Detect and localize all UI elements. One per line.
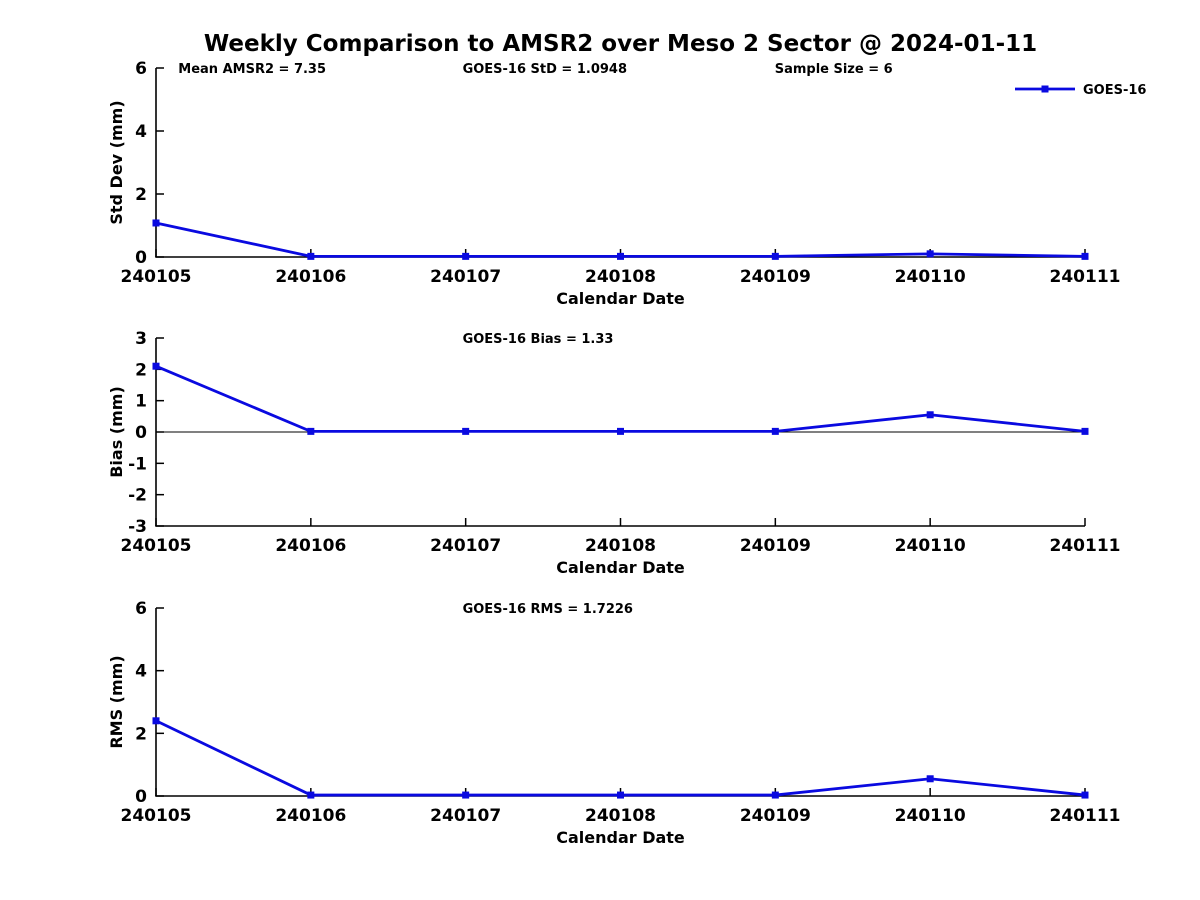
data-point-marker: [1081, 252, 1089, 260]
y-tick-label: 6: [135, 59, 147, 79]
x-tick-label: 240110: [895, 806, 966, 826]
data-point-marker: [307, 252, 315, 260]
x-axis-label: Calendar Date: [556, 828, 685, 847]
y-tick-label: 2: [135, 185, 147, 205]
x-tick-label: 240109: [740, 806, 811, 826]
page-title: Weekly Comparison to AMSR2 over Meso 2 S…: [203, 31, 1038, 57]
x-axis-label: Calendar Date: [556, 558, 685, 577]
legend-label: GOES-16: [1083, 83, 1146, 98]
data-point-marker: [771, 427, 779, 435]
y-tick-label: 0: [135, 787, 147, 807]
y-tick-label: 4: [135, 122, 147, 142]
data-point-marker: [771, 791, 779, 799]
x-tick-label: 240107: [430, 806, 501, 826]
chart-bias: -3 -2 -1 0 1 2 3 240105 240106 240107 240108 240109…: [107, 329, 1120, 577]
annotation: GOES-16 StD = 1.0948: [463, 62, 627, 77]
data-point-marker: [462, 791, 470, 799]
x-tick-label: 240105: [121, 267, 192, 287]
x-tick-label: 240105: [121, 806, 192, 826]
x-tick-label: 240106: [275, 536, 346, 556]
y-axis-label: Std Dev (mm): [107, 100, 126, 224]
x-tick-label: 240109: [740, 267, 811, 287]
legend-marker: [1041, 85, 1049, 93]
data-point-marker: [617, 427, 624, 435]
data-point-marker: [152, 219, 160, 227]
x-tick-label: 240109: [740, 536, 811, 556]
annotation: Sample Size = 6: [775, 62, 893, 77]
y-tick-label: -3: [128, 517, 147, 537]
x-tick-label: 240105: [121, 536, 192, 556]
x-tick-label: 240106: [275, 267, 346, 287]
y-tick-label: 4: [135, 662, 147, 682]
x-tick-label: 240111: [1050, 536, 1121, 556]
y-tick-label: 3: [135, 329, 147, 349]
data-point-marker: [617, 252, 624, 260]
x-tick-label: 240111: [1050, 267, 1121, 287]
y-tick-label: 1: [135, 392, 147, 412]
y-axis-label: Bias (mm): [107, 386, 126, 478]
data-point-marker: [1081, 791, 1089, 799]
y-axis-label: RMS (mm): [107, 655, 126, 748]
data-point-marker: [1081, 427, 1089, 435]
y-tick-label: 2: [135, 360, 147, 380]
y-tick-label: 0: [135, 423, 147, 443]
annotation: Mean AMSR2 = 7.35: [178, 62, 326, 77]
x-tick-label: 240107: [430, 536, 501, 556]
y-tick-label: 0: [135, 248, 147, 268]
data-line: [155, 364, 1086, 433]
y-tick-label: -2: [128, 486, 147, 506]
data-point-marker: [926, 250, 934, 258]
legend: GOES-16: [1015, 83, 1146, 98]
x-axis-label: Calendar Date: [556, 289, 685, 308]
x-tick-label: 240106: [275, 806, 346, 826]
data-point-marker: [462, 252, 470, 260]
data-point-marker: [307, 427, 315, 435]
annotation: GOES-16 Bias = 1.33: [463, 332, 614, 347]
data-point-marker: [926, 775, 934, 783]
data-point-marker: [152, 362, 160, 370]
data-point-marker: [307, 791, 315, 799]
x-tick-label: 240107: [430, 267, 501, 287]
chart-rms: 0 2 4 6 240105 240106 240107 240108 240109 240110…: [107, 599, 1120, 847]
x-tick-label: 240110: [895, 536, 966, 556]
x-tick-label: 240111: [1050, 806, 1121, 826]
x-tick-label: 240108: [585, 267, 656, 287]
y-tick-label: 2: [135, 724, 147, 744]
x-tick-label: 240108: [585, 806, 656, 826]
x-tick-label: 240108: [585, 536, 656, 556]
annotation: GOES-16 RMS = 1.7226: [463, 602, 633, 617]
x-tick-label: 240110: [895, 267, 966, 287]
data-point-marker: [462, 427, 470, 435]
data-point-marker: [617, 791, 624, 799]
y-tick-label: 6: [135, 599, 147, 619]
data-point-marker: [771, 252, 779, 260]
data-point-marker: [926, 411, 934, 419]
data-point-marker: [152, 717, 160, 725]
data-line: [155, 719, 1086, 797]
chart-std-dev: 0 2 4 6 240105 240106 240107 240108 240109 240110…: [107, 59, 1146, 308]
y-tick-label: -1: [128, 454, 147, 474]
